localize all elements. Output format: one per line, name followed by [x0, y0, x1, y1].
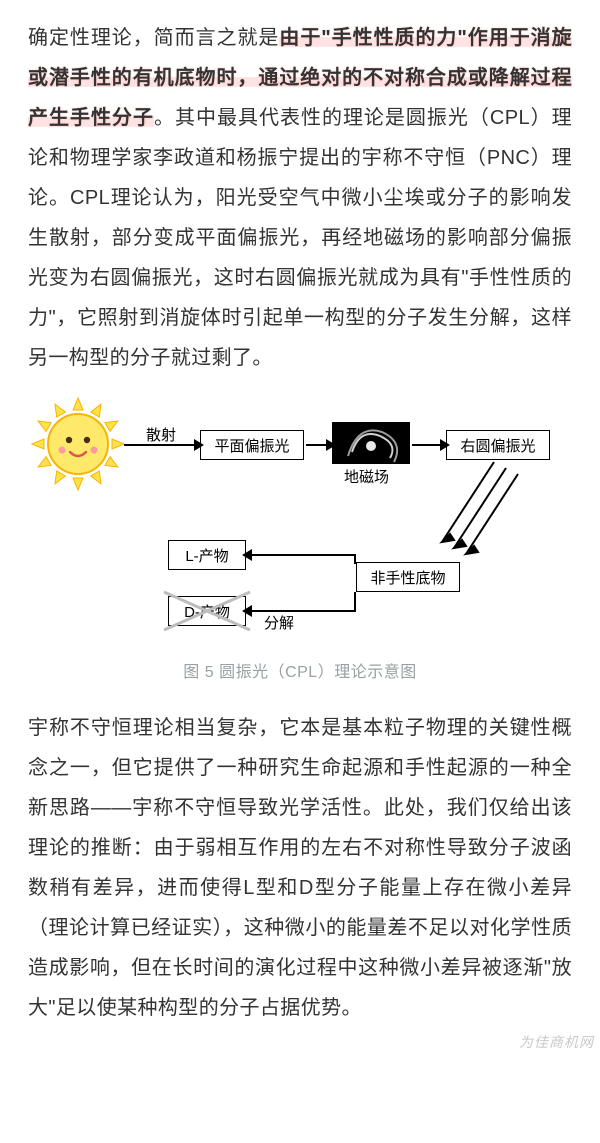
arrow: [250, 610, 356, 612]
label-decomp: 分解: [264, 612, 294, 633]
arrow: [354, 592, 356, 612]
cpl-diagram: 散射 地磁场 分解 平面偏振光 右圆偏振光 L-产物 D-产物 非手性底物: [28, 400, 572, 650]
paragraph-1: 确定性理论，简而言之就是由于"手性性质的力"作用于消旋或潜手性的有机底物时，通过…: [28, 18, 572, 378]
geomagnetic-image: [332, 422, 410, 464]
label-scatter: 散射: [146, 424, 176, 445]
arrow-head-icon: [242, 549, 252, 561]
arrow-head-icon: [326, 439, 336, 451]
page: 确定性理论，简而言之就是由于"手性性质的力"作用于消旋或潜手性的有机底物时，通过…: [0, 0, 600, 1054]
label-magfield: 地磁场: [344, 466, 389, 487]
arrow: [250, 554, 356, 556]
p1-post: 。其中最具代表性的理论是圆振光（CPL）理论和物理学家李政道和杨振宁提出的宇称不…: [28, 107, 572, 369]
box-plane-light: 平面偏振光: [200, 430, 304, 460]
arrow: [124, 444, 198, 446]
p1-pre: 确定性理论，简而言之就是: [28, 27, 279, 49]
watermark-text: 为佳商机网: [519, 1032, 594, 1052]
box-l-product: L-产物: [168, 540, 246, 570]
paragraph-2: 宇称不守恒理论相当复杂，它本是基本粒子物理的关键性概念之一，但它提供了一种研究生…: [28, 708, 572, 1028]
figure-caption: 图 5 圆振光（CPL）理论示意图: [28, 658, 572, 682]
arrow-head-icon: [440, 439, 450, 451]
box-d-product: D-产物: [168, 596, 246, 626]
sun-icon: [30, 396, 126, 492]
arrow-head-icon: [194, 439, 204, 451]
triple-arrow-icon: [428, 456, 548, 576]
arrow-head-icon: [242, 605, 252, 617]
